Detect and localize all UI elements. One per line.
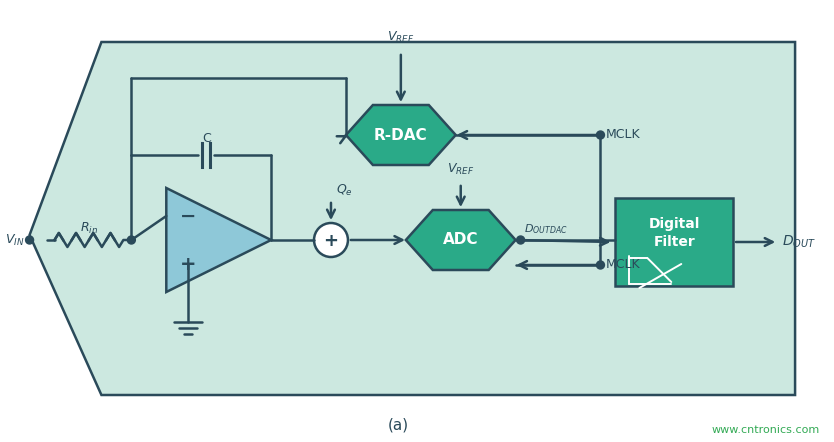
Polygon shape xyxy=(615,198,733,286)
Text: (a): (a) xyxy=(387,418,409,433)
Polygon shape xyxy=(166,188,271,292)
Text: $D_{OUTDAC}$: $D_{OUTDAC}$ xyxy=(524,222,567,236)
Text: Filter: Filter xyxy=(653,235,696,249)
Circle shape xyxy=(596,131,605,139)
Text: +: + xyxy=(180,255,197,274)
Polygon shape xyxy=(346,105,455,165)
Text: R-DAC: R-DAC xyxy=(374,127,428,142)
Text: $D_{OUT}$: $D_{OUT}$ xyxy=(782,234,816,250)
Text: www.cntronics.com: www.cntronics.com xyxy=(711,425,820,435)
Text: ADC: ADC xyxy=(443,232,479,248)
Text: MCLK: MCLK xyxy=(605,129,640,141)
Text: Digital: Digital xyxy=(649,217,700,231)
Circle shape xyxy=(128,236,135,244)
Text: $Q_e$: $Q_e$ xyxy=(336,183,353,198)
Circle shape xyxy=(314,223,348,257)
Text: C: C xyxy=(202,133,211,145)
Text: MCLK: MCLK xyxy=(605,259,640,271)
Text: +: + xyxy=(324,232,339,250)
Text: $R_{in}$: $R_{in}$ xyxy=(80,221,98,236)
Polygon shape xyxy=(29,42,795,395)
Text: $V_{REF}$: $V_{REF}$ xyxy=(387,30,414,45)
Circle shape xyxy=(26,236,33,244)
Polygon shape xyxy=(406,210,515,270)
Text: $V_{REF}$: $V_{REF}$ xyxy=(447,162,475,177)
Text: −: − xyxy=(180,206,197,225)
Circle shape xyxy=(516,236,525,244)
Text: $V_{IN}$: $V_{IN}$ xyxy=(5,232,24,248)
Circle shape xyxy=(596,261,605,269)
